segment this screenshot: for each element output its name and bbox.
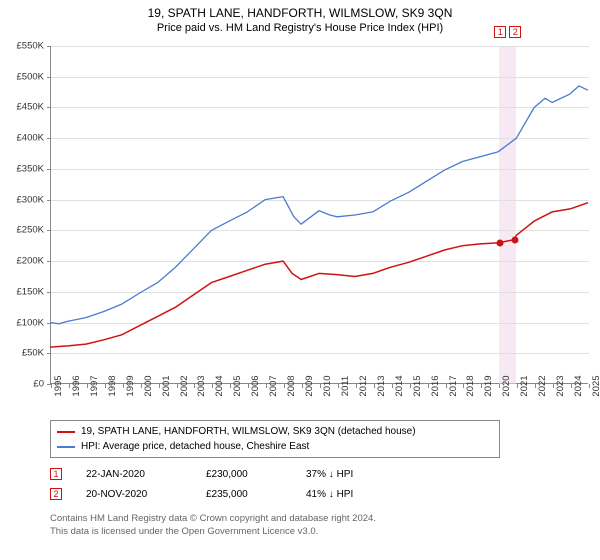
transaction-price: £230,000 <box>206 469 306 480</box>
legend-label-hpi: HPI: Average price, detached house, Ches… <box>81 439 309 454</box>
footer-line-2: This data is licensed under the Open Gov… <box>50 525 376 538</box>
footer-line-1: Contains HM Land Registry data © Crown c… <box>50 512 376 525</box>
y-axis-label: £550K <box>4 41 44 52</box>
transaction-marker-1: 1 <box>50 468 62 480</box>
y-axis-label: £100K <box>4 317 44 328</box>
transaction-pct: 37% ↓ HPI <box>306 469 396 480</box>
transaction-pct: 41% ↓ HPI <box>306 489 396 500</box>
transaction-price: £235,000 <box>206 489 306 500</box>
y-axis-label: £500K <box>4 71 44 82</box>
transaction-table: 1 22-JAN-2020 £230,000 37% ↓ HPI 2 20-NO… <box>50 464 570 504</box>
series-line-hpi <box>50 86 588 324</box>
chart-marker-box: 2 <box>509 26 521 38</box>
table-row: 1 22-JAN-2020 £230,000 37% ↓ HPI <box>50 464 570 484</box>
legend-row-price: 19, SPATH LANE, HANDFORTH, WILMSLOW, SK9… <box>57 424 493 439</box>
y-axis-label: £0 <box>4 379 44 390</box>
chart-marker-box: 1 <box>494 26 506 38</box>
transaction-date: 20-NOV-2020 <box>86 489 206 500</box>
y-axis-label: £450K <box>4 102 44 113</box>
chart-container: 19, SPATH LANE, HANDFORTH, WILMSLOW, SK9… <box>0 0 600 560</box>
x-axis-label: 2025 <box>589 375 600 396</box>
footer-attribution: Contains HM Land Registry data © Crown c… <box>50 512 376 538</box>
y-axis-label: £400K <box>4 133 44 144</box>
table-row: 2 20-NOV-2020 £235,000 41% ↓ HPI <box>50 484 570 504</box>
chart-lines <box>50 46 588 384</box>
legend-row-hpi: HPI: Average price, detached house, Ches… <box>57 439 493 454</box>
transaction-marker-2: 2 <box>50 488 62 500</box>
chart-area: £0£50K£100K£150K£200K£250K£300K£350K£400… <box>50 46 588 384</box>
y-axis-label: £200K <box>4 256 44 267</box>
transaction-date: 22-JAN-2020 <box>86 469 206 480</box>
y-axis-label: £300K <box>4 194 44 205</box>
chart-title: 19, SPATH LANE, HANDFORTH, WILMSLOW, SK9… <box>0 0 600 20</box>
legend-swatch-price <box>57 431 75 433</box>
y-axis-label: £50K <box>4 348 44 359</box>
y-axis-label: £350K <box>4 163 44 174</box>
y-axis-label: £250K <box>4 225 44 236</box>
series-line-price_paid <box>50 203 588 347</box>
y-axis-label: £150K <box>4 286 44 297</box>
legend-box: 19, SPATH LANE, HANDFORTH, WILMSLOW, SK9… <box>50 420 500 458</box>
legend-label-price: 19, SPATH LANE, HANDFORTH, WILMSLOW, SK9… <box>81 424 416 439</box>
legend-swatch-hpi <box>57 446 75 448</box>
